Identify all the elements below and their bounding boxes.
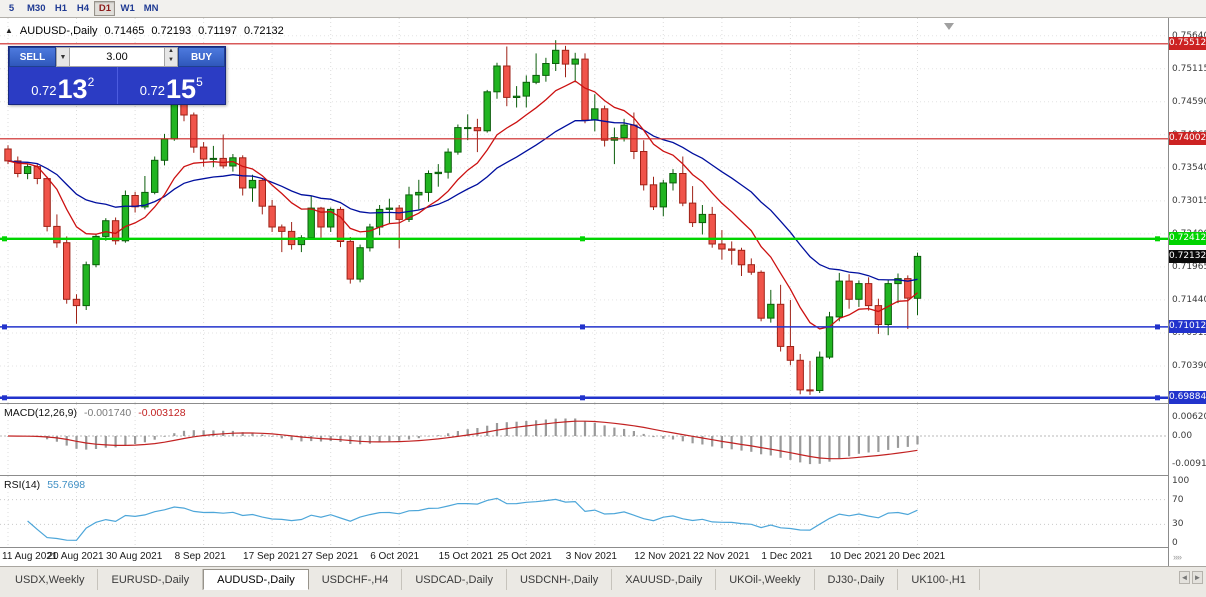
volume-input[interactable] <box>70 47 165 67</box>
macd-main-value: -0.001740 <box>83 407 132 419</box>
date-label: 15 Oct 2021 <box>438 551 494 562</box>
rsi-label: RSI(14) <box>4 479 41 491</box>
rsi-tick-label: 30 <box>1172 519 1184 530</box>
chart-tab-usdcad-daily[interactable]: USDCAD-,Daily <box>402 569 507 590</box>
axis-scroll-marks-icon: »» <box>1173 552 1182 562</box>
date-label: 25 Oct 2021 <box>497 551 552 562</box>
hline-price-tag: 0.71012 <box>1169 320 1206 334</box>
price-tick-label: 0.71440 <box>1172 294 1206 305</box>
hline-price-tag: 0.72412 <box>1169 232 1206 246</box>
price-tick-label: 0.70390 <box>1172 361 1206 371</box>
volume-dropdown-icon[interactable]: ▼ <box>56 47 70 67</box>
chart-ohlc-header: ▲ AUDUSD-,Daily 0.71465 0.72193 0.71197 … <box>5 25 284 37</box>
hline-price-tag: 0.75512 <box>1169 37 1206 51</box>
macd-tick-label: 0.006201 <box>1172 412 1206 423</box>
buy-price[interactable]: 0.72 15 5 <box>116 67 226 104</box>
macd-canvas[interactable] <box>0 404 1168 475</box>
volume-spinner[interactable]: ▲ ▼ <box>165 47 178 67</box>
chart-tab-dj30-daily[interactable]: DJ30-,Daily <box>815 569 899 590</box>
volume-spinner-up-icon[interactable]: ▲ <box>168 48 174 54</box>
price-tick-label: 0.74590 <box>1172 96 1206 107</box>
chart-tab-usdchf-h4[interactable]: USDCHF-,H4 <box>309 569 403 590</box>
price-axis[interactable]: »» 0.756400.751150.745900.740650.735400.… <box>1168 18 1206 566</box>
chart-tabs-bar: USDX,Weekly EURUSD-,Daily AUDUSD-,Daily USD… <box>0 566 1206 597</box>
buy-button[interactable]: BUY <box>178 47 225 67</box>
date-label: 10 Dec 2021 <box>829 551 887 562</box>
ohlc-high: 0.72193 <box>151 25 192 37</box>
current-price-tag: 0.72132 <box>1169 249 1206 263</box>
chart-tab-uk100-h1[interactable]: UK100-,H1 <box>898 569 980 590</box>
timeframe-button-h4[interactable]: H4 <box>76 3 90 14</box>
date-label: 6 Oct 2021 <box>370 551 420 562</box>
time-axis[interactable]: 11 Aug 2021 20 Aug 2021 30 Aug 2021 8 Sep 2… <box>0 548 1168 566</box>
sell-price-prefix: 0.72 <box>31 83 57 98</box>
chart-tab-eurusd-daily[interactable]: EURUSD-,Daily <box>98 569 204 590</box>
chart-tab-audusd-daily[interactable]: AUDUSD-,Daily <box>203 569 309 590</box>
macd-indicator-panel[interactable]: MACD(12,26,9) -0.001740 -0.003128 <box>0 404 1168 476</box>
date-label: 1 Dec 2021 <box>761 551 813 562</box>
tab-scroll-buttons: ◄ ► <box>1179 571 1203 584</box>
timeframe-toolbar: 5 M30 H1 H4 D1 W1 MN <box>0 0 1206 18</box>
tab-scroll-right-icon[interactable]: ► <box>1192 571 1203 584</box>
price-tick-label: 0.75640 <box>1172 30 1206 41</box>
date-label: 20 Aug 2021 <box>47 551 104 562</box>
buy-price-pips: 15 <box>166 74 197 104</box>
macd-tick-label: 0.00 <box>1172 431 1193 441</box>
date-label: 22 Nov 2021 <box>692 551 750 562</box>
macd-tick-label: -0.00919 <box>1172 458 1206 469</box>
macd-label: MACD(12,26,9) <box>4 407 77 419</box>
sell-price-point: 2 <box>87 75 95 89</box>
price-chart-canvas[interactable] <box>0 18 1168 403</box>
chart-tab-ukoil-weekly[interactable]: UKOil-,Weekly <box>716 569 815 590</box>
timeframe-button-5[interactable]: 5 <box>8 3 15 14</box>
price-chart-panel[interactable]: ▲ AUDUSD-,Daily 0.71465 0.72193 0.71197 … <box>0 18 1168 404</box>
price-tick-label: 0.71965 <box>1172 261 1206 272</box>
rsi-indicator-panel[interactable]: RSI(14) 55.7698 <box>0 476 1168 548</box>
chart-tab-usdcnh-daily[interactable]: USDCNH-,Daily <box>507 569 613 590</box>
ohlc-close: 0.72132 <box>244 25 284 37</box>
date-label: 11 Aug 2021 <box>2 551 58 562</box>
sell-price-pips: 13 <box>57 74 88 104</box>
one-click-toggle-icon[interactable]: ▲ <box>5 26 13 35</box>
sell-button[interactable]: SELL <box>9 47 56 67</box>
timeframe-button-m30[interactable]: M30 <box>27 3 46 14</box>
ohlc-low: 0.71197 <box>198 25 238 37</box>
date-label: 12 Nov 2021 <box>634 551 691 562</box>
timeframe-button-mn[interactable]: MN <box>143 3 159 14</box>
chart-tab-xauusd-daily[interactable]: XAUUSD-,Daily <box>612 569 717 590</box>
timeframe-button-d1[interactable]: D1 <box>94 1 116 16</box>
price-tick-label: 0.75115 <box>1172 63 1206 74</box>
buy-price-prefix: 0.72 <box>139 83 166 98</box>
date-label: 8 Sep 2021 <box>174 551 226 562</box>
date-label: 17 Sep 2021 <box>243 551 300 562</box>
rsi-tick-label: 100 <box>1172 476 1190 486</box>
rsi-tick-label: 70 <box>1172 494 1184 505</box>
rsi-canvas[interactable] <box>0 476 1168 547</box>
ohlc-open: 0.71465 <box>104 25 145 37</box>
date-label: 30 Aug 2021 <box>106 551 163 562</box>
date-label: 27 Sep 2021 <box>301 551 359 562</box>
timeframe-button-w1[interactable]: W1 <box>120 3 135 14</box>
date-label: 3 Nov 2021 <box>565 551 617 562</box>
hline-price-tag: 0.69884 <box>1169 391 1206 405</box>
price-tick-label: 0.73015 <box>1172 195 1206 206</box>
tab-scroll-left-icon[interactable]: ◄ <box>1179 571 1190 584</box>
date-label: 20 Dec 2021 <box>888 551 946 562</box>
volume-spinner-down-icon[interactable]: ▼ <box>168 57 174 63</box>
chart-symbol-label: AUDUSD-,Daily <box>19 25 98 37</box>
hline-price-tag: 0.74002 <box>1169 132 1206 146</box>
buy-price-point: 5 <box>196 75 203 89</box>
timeframe-button-h1[interactable]: H1 <box>54 3 68 14</box>
price-tick-label: 0.73540 <box>1172 162 1206 173</box>
one-click-trade-panel: SELL ▼ ▲ ▼ BUY 0.72 13 2 0.72 15 5 <box>8 46 226 105</box>
macd-header: MACD(12,26,9) -0.001740 -0.003128 <box>4 407 186 419</box>
rsi-header: RSI(14) 55.7698 <box>4 479 85 491</box>
rsi-tick-label: 0 <box>1172 538 1178 548</box>
rsi-value: 55.7698 <box>47 479 86 491</box>
macd-signal-value: -0.003128 <box>138 407 186 419</box>
chart-tab-usdx-weekly[interactable]: USDX,Weekly <box>2 569 99 590</box>
sell-price[interactable]: 0.72 13 2 <box>9 67 117 104</box>
